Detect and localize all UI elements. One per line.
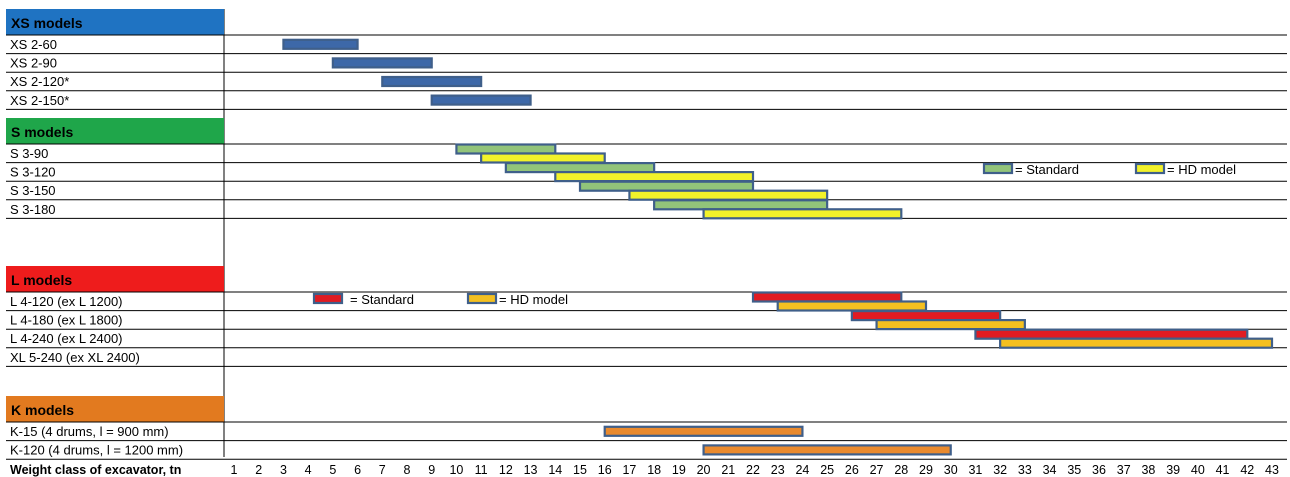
x-tick-label: 35	[1067, 463, 1081, 477]
row-label: XL 5-240 (ex XL 2400)	[10, 350, 140, 365]
x-tick-label: 30	[944, 463, 958, 477]
x-tick-label: 43	[1265, 463, 1279, 477]
x-tick-label: 16	[598, 463, 612, 477]
section-title: L models	[11, 272, 72, 288]
legend-label: = Standard	[350, 292, 414, 307]
x-tick-label: 28	[894, 463, 908, 477]
x-tick-label: 29	[919, 463, 933, 477]
row-label: S 3-150	[10, 183, 56, 198]
x-tick-label: 10	[449, 463, 463, 477]
range-bar	[554, 171, 755, 183]
x-tick-label: 15	[573, 463, 587, 477]
x-tick-label: 9	[428, 463, 435, 477]
x-tick-label: 24	[795, 463, 809, 477]
x-tick-label: 17	[622, 463, 636, 477]
x-tick-label: 32	[993, 463, 1007, 477]
section-header-2	[6, 266, 224, 292]
row-label: S 3-180	[10, 202, 56, 217]
range-bar	[578, 180, 755, 192]
x-tick-label: 23	[771, 463, 785, 477]
range-bar	[628, 189, 829, 201]
range-bar	[504, 162, 656, 174]
x-tick-label: 31	[968, 463, 982, 477]
range-bar	[974, 328, 1249, 340]
x-tick-label: 34	[1043, 463, 1057, 477]
row-label: XS 2-90	[10, 56, 57, 71]
x-tick-label: 18	[647, 463, 661, 477]
x-tick-label: 20	[697, 463, 711, 477]
range-bar	[702, 444, 952, 456]
x-tick-label: 1	[231, 463, 238, 477]
section-header-0	[6, 9, 224, 35]
row-label: XS 2-150*	[10, 93, 69, 108]
x-tick-label: 12	[499, 463, 513, 477]
row-label: L 4-240 (ex L 2400)	[10, 331, 123, 346]
x-tick-label: 27	[870, 463, 884, 477]
row-label: S 3-120	[10, 165, 56, 180]
x-tick-label: 13	[524, 463, 538, 477]
legend-label: = Standard	[1015, 162, 1079, 177]
x-tick-label: 21	[721, 463, 735, 477]
x-tick-label: 40	[1191, 463, 1205, 477]
legend-swatch	[312, 292, 344, 305]
range-bar	[702, 208, 903, 220]
x-tick-label: 14	[548, 463, 562, 477]
legend-label: = HD model	[499, 292, 568, 307]
range-bar	[430, 94, 532, 106]
x-tick-label: 38	[1141, 463, 1155, 477]
range-bar	[480, 152, 606, 164]
row-label: XS 2-60	[10, 37, 57, 52]
range-bar	[603, 425, 804, 437]
row-label: K-15 (4 drums, l = 900 mm)	[10, 424, 169, 439]
x-tick-label: 4	[305, 463, 312, 477]
section-title: S models	[11, 124, 73, 140]
range-bar	[776, 300, 928, 312]
x-tick-label: 41	[1216, 463, 1230, 477]
x-tick-label: 3	[280, 463, 287, 477]
range-bar	[331, 57, 433, 69]
row-label: L 4-180 (ex L 1800)	[10, 313, 123, 328]
row-label: S 3-90	[10, 146, 48, 161]
section-header-1	[6, 118, 224, 144]
x-tick-label: 26	[845, 463, 859, 477]
legend-swatch	[466, 292, 498, 305]
x-tick-label: 39	[1166, 463, 1180, 477]
range-bar	[875, 319, 1026, 331]
section-title: K models	[11, 402, 74, 418]
x-tick-label: 2	[255, 463, 262, 477]
x-tick-label: 22	[746, 463, 760, 477]
x-tick-label: 6	[354, 463, 361, 477]
x-tick-label: 19	[672, 463, 686, 477]
range-bar	[751, 291, 903, 303]
x-tick-label: 37	[1117, 463, 1131, 477]
legend-swatch	[1134, 162, 1166, 175]
x-axis-label: Weight class of excavator, tn	[10, 463, 181, 477]
x-tick-label: 42	[1240, 463, 1254, 477]
x-tick-label: 8	[404, 463, 411, 477]
x-tick-label: 5	[329, 463, 336, 477]
section-title: XS models	[11, 15, 83, 31]
range-bar	[653, 199, 829, 211]
section-header-3	[6, 396, 224, 422]
legend-swatch	[982, 162, 1014, 175]
x-tick-label: 11	[475, 463, 488, 477]
row-label: K-120 (4 drums, l = 1200 mm)	[10, 443, 183, 458]
range-bar	[850, 310, 1002, 322]
row-label: XS 2-120*	[10, 74, 69, 89]
range-bar	[999, 337, 1274, 349]
x-tick-label: 7	[379, 463, 386, 477]
x-tick-label: 25	[820, 463, 834, 477]
row-label: L 4-120 (ex L 1200)	[10, 294, 123, 309]
x-tick-label: 36	[1092, 463, 1106, 477]
range-bar	[455, 143, 557, 155]
legend-label: = HD model	[1167, 162, 1236, 177]
range-bar	[381, 75, 483, 88]
range-bar	[282, 38, 359, 50]
x-tick-label: 33	[1018, 463, 1032, 477]
